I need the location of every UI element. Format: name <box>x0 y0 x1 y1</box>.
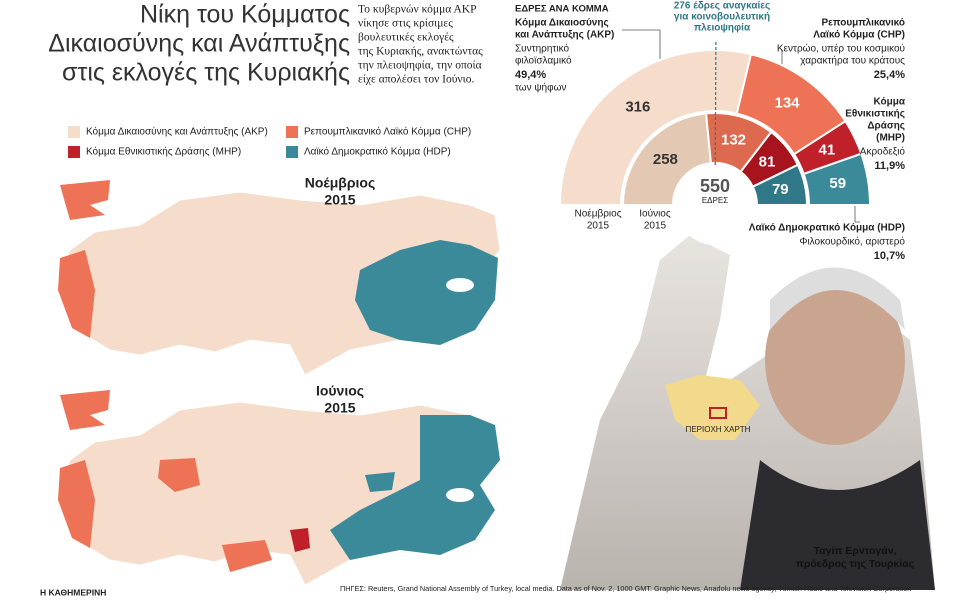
seat-label: 81 <box>759 154 776 171</box>
party-name: Δράσης <box>867 121 905 132</box>
total-label: ΕΔΡΕΣ <box>702 196 728 205</box>
seat-label: 134 <box>775 94 801 111</box>
majority-line <box>714 39 717 166</box>
intro-line: είχε απολέσει τον Ιούνιο. <box>358 74 474 86</box>
majority-label: πλειοψηφία <box>694 23 751 34</box>
legend-swatch <box>68 146 80 158</box>
party-desc: Κεντρώο, υπέρ του κοσμικού <box>777 43 905 55</box>
seat-label: 59 <box>829 175 846 192</box>
intro-line: την πλειοψηφία, την οποία <box>358 60 482 72</box>
seat-segment <box>751 163 809 206</box>
map-label: 2015 <box>324 400 355 416</box>
photo <box>560 235 935 590</box>
party-desc: Φιλοκουρδικό, αριστερό <box>799 236 905 248</box>
legend-swatch <box>286 146 298 158</box>
title-line: Δικαιοσύνης και Ανάπτυξης <box>48 30 350 58</box>
vote-share: 10,7% <box>874 250 905 262</box>
sources: ΠΗΓΕΣ: Reuters, Grand National Assembly … <box>340 584 911 593</box>
intro-line: Το κυβερνών κόμμα ΑΚΡ <box>358 4 477 16</box>
map-june <box>58 389 501 586</box>
ring-label: 2015 <box>587 221 610 232</box>
seat-segment <box>558 49 753 206</box>
seat-label: 258 <box>653 151 678 168</box>
vote-share: 11,9% <box>874 160 905 172</box>
party-name: Ρεπουμπλικανικό <box>821 18 905 29</box>
party-desc: φιλοϊσλαμικό <box>515 55 572 67</box>
intro-line: νίκησε στις κρίσιμες <box>358 18 453 30</box>
seat-segment <box>802 152 872 206</box>
center <box>675 165 755 245</box>
party-desc: χαρακτήρα του κράτους <box>800 55 905 67</box>
legend-label: Ρεπουμπλικανικό Λαϊκό Κόμμα (CHP) <box>304 126 471 138</box>
seat-label: 79 <box>772 181 789 198</box>
party-name: (MHP) <box>876 133 905 144</box>
legend-label: Κόμμα Εθνικιστικής Δράσης (MHP) <box>86 146 241 158</box>
party-name: Εθνικιστικής <box>845 109 905 120</box>
brand: Η ΚΑΘΗΜΕΡΙΝΗ <box>40 587 106 597</box>
legend-swatch <box>68 126 80 138</box>
party-name: και Ανάπτυξης (ΑΚΡ) <box>515 30 614 41</box>
ring-label: Νοέμβριος <box>574 208 621 220</box>
chart-title: ΕΔΡΕΣ ΑΝΑ ΚΟΜΜΑ <box>515 4 609 15</box>
legend-label: Λαϊκό Δημοκρατικό Κόμμα (HDP) <box>304 146 451 158</box>
inset-label: ΠΕΡΙΟΧΗ ΧΑΡΤΗ <box>686 425 751 434</box>
map-label: Νοέμβριος <box>305 175 375 191</box>
party-name: Λαϊκό Δημοκρατικό Κόμμα (HDP) <box>749 223 905 234</box>
intro-line: βουλευτικές εκλογές <box>358 32 454 44</box>
intro-line: της Κυριακής, ανακτώντας <box>358 46 483 58</box>
party-desc: Συντηρητικό <box>515 43 569 55</box>
seat-label: 316 <box>625 98 650 115</box>
seat-label: 41 <box>819 141 836 158</box>
party-name: Λαϊκό Κόμμα (CHP) <box>813 30 905 41</box>
ring-label: Ιούνιος <box>639 208 671 220</box>
photo-caption: πρόεδρος της Τουρκίας <box>796 558 915 570</box>
party-desc: Ακροδεξιό <box>860 146 906 158</box>
majority-label: για κοινοβουλευτική <box>674 12 770 23</box>
title-line: Νίκη του Κόμματος <box>140 1 350 29</box>
party-name: Κόμμα Δικαιοσύνης <box>515 18 609 29</box>
vote-share: 25,4% <box>874 69 905 81</box>
title-line: στις εκλογές της Κυριακής <box>62 59 350 87</box>
legend-label: Κόμμα Δικαιοσύνης και Ανάπτυξης (ΑΚΡ) <box>86 126 268 138</box>
seat-segment <box>621 112 713 206</box>
vote-share-note: των ψήφων <box>515 82 566 94</box>
map-label: Ιούνιος <box>316 383 364 399</box>
photo-caption: Ταγίπ Ερντογάν, <box>813 545 896 557</box>
map-november <box>58 179 501 376</box>
legend-swatch <box>286 126 298 138</box>
map-label: 2015 <box>324 192 355 208</box>
ring-label: 2015 <box>644 221 667 232</box>
total: 550 <box>700 176 730 196</box>
majority-label: 276 έδρες αναγκαίες <box>674 1 770 12</box>
party-name: Κόμμα <box>874 97 906 108</box>
vote-share: 49,4% <box>515 69 546 81</box>
seat-label: 132 <box>721 132 746 149</box>
